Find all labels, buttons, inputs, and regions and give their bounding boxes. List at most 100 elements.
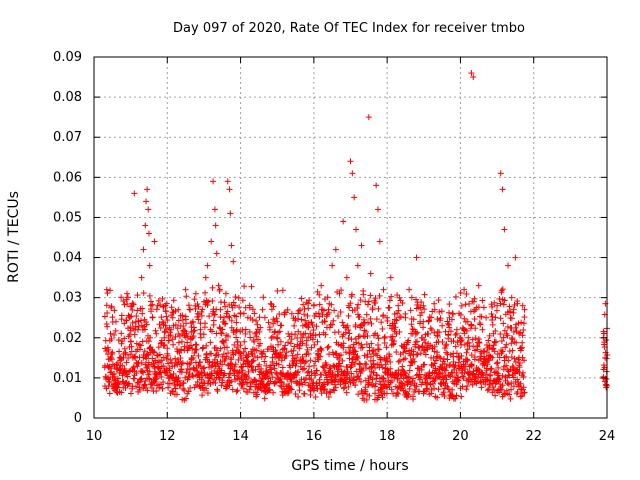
data-point [440,389,447,396]
data-point [410,355,417,362]
data-point [222,290,229,297]
data-point [240,385,247,392]
data-point [322,362,329,369]
data-point [107,330,114,337]
data-point [520,373,527,380]
data-point [342,329,349,336]
data-point [179,312,186,319]
data-point [118,340,125,347]
data-point [372,365,379,372]
data-point [249,358,256,365]
data-point [340,218,347,225]
data-point [139,305,146,312]
data-point [162,322,169,329]
data-point [363,361,370,368]
data-point [363,341,370,348]
data-point [318,282,325,289]
data-point [214,347,221,354]
y-tick-label: 0.09 [53,50,82,65]
data-point [125,368,132,375]
data-point [377,356,384,363]
data-point [376,378,383,385]
data-point [388,293,395,300]
data-point [345,312,352,319]
data-point [211,311,218,318]
data-point [499,372,506,379]
data-point [194,378,201,385]
data-point [442,342,449,349]
data-point [284,306,291,313]
data-point [103,302,110,309]
data-point [259,306,266,313]
data-point [484,361,491,368]
data-point [325,306,332,313]
data-point [471,295,478,302]
data-point [431,343,438,350]
data-point [363,328,370,335]
data-point [422,351,429,358]
data-point [507,366,514,373]
data-point [149,314,156,321]
data-point [424,385,431,392]
y-tick-label: 0.07 [53,130,82,145]
data-point [244,314,251,321]
data-point [221,320,228,327]
data-point [183,293,190,300]
data-point [468,361,475,368]
data-point [352,226,359,233]
data-point [232,361,239,368]
data-point [409,375,416,382]
data-point [369,306,376,313]
data-point [437,355,444,362]
data-point [139,310,146,317]
data-point [235,372,242,379]
data-point [416,376,423,383]
data-point [335,328,342,335]
x-tick-label: 22 [525,429,542,444]
data-point [340,385,347,392]
data-point [441,360,448,367]
data-point [242,345,249,352]
data-point [299,322,306,329]
data-point [221,314,228,321]
data-point [129,366,136,373]
data-point [379,364,386,371]
data-point [370,347,377,354]
data-point [472,325,479,332]
data-point [601,330,608,337]
data-point [187,360,194,367]
data-point [171,362,178,369]
data-point [306,372,313,379]
data-point [181,327,188,334]
data-point [424,330,431,337]
data-point [204,390,211,397]
data-point [125,380,132,387]
x-axis: 10 12 14 16 18 20 22 24 [86,57,615,444]
data-point [513,339,520,346]
data-point [502,344,509,351]
data-point [218,330,225,337]
data-point [425,318,432,325]
data-point [173,391,180,398]
data-point [226,370,233,377]
data-point [230,258,237,265]
data-point [164,345,171,352]
data-point [202,320,209,327]
data-point [276,311,283,318]
data-point [452,331,459,338]
data-point [420,324,427,331]
data-point [316,291,323,298]
data-point [308,369,315,376]
data-point [159,385,166,392]
data-point [219,377,226,384]
data-point [406,367,413,374]
data-point [388,377,395,384]
x-tick-label: 18 [379,429,396,444]
data-point [355,373,362,380]
data-point [274,318,281,325]
data-point [139,368,146,375]
data-point [287,340,294,347]
data-point [394,389,401,396]
data-point [411,358,418,365]
data-point [386,304,393,311]
